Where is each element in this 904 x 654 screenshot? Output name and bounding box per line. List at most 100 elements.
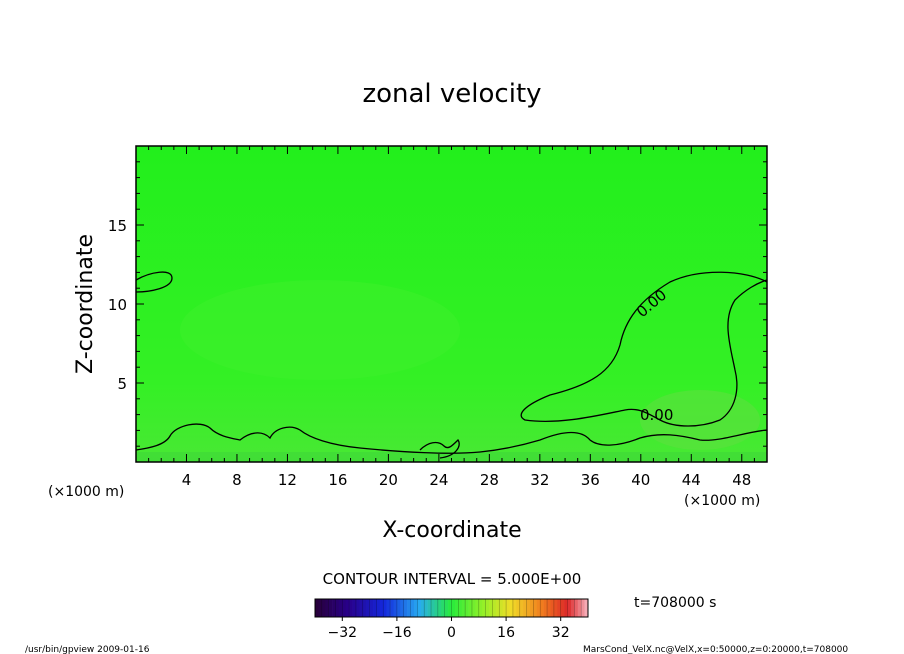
colorbar-cell [390, 599, 394, 617]
colorbar-cell [547, 599, 551, 617]
colorbar-tick-label: −32 [328, 625, 358, 641]
colorbar-cell [512, 599, 517, 617]
colorbar-cell [519, 599, 524, 617]
footer-right: MarsCond_VelX.nc@VelX,x=0:50000,z=0:2000… [583, 645, 848, 654]
field-patch [180, 280, 460, 380]
colorbar-cell [434, 599, 439, 617]
colorbar-cell [553, 599, 558, 617]
y-axis-label: Z-coordinate [73, 234, 98, 374]
colorbar-cell [355, 599, 360, 617]
colorbar-cell [359, 599, 364, 617]
colorbar-tick-label: 16 [497, 625, 515, 641]
colorbar-cell [543, 599, 548, 617]
colorbar-cell [529, 599, 534, 617]
contour-line [419, 438, 460, 459]
colorbar-cell [485, 599, 490, 617]
colorbar-cell [396, 599, 401, 617]
colorbar-cell [386, 599, 391, 617]
x-tick-label: 44 [682, 471, 701, 489]
colorbar-cell [478, 599, 483, 617]
colorbar-cell [577, 599, 582, 617]
colorbar-cell [315, 599, 319, 617]
colorbar-cell [550, 599, 555, 617]
colorbar-cell [506, 599, 510, 617]
colorbar-cell [413, 599, 418, 617]
colorbar-cell [366, 599, 370, 617]
colorbar-cell [471, 599, 476, 617]
colorbar-cell [431, 599, 435, 617]
y-tick-label: 10 [108, 296, 127, 314]
y-tick-label: 15 [108, 217, 127, 235]
colorbar-cell [376, 599, 381, 617]
x-unit-left: (×1000 m) [48, 484, 124, 500]
colorbar-cell [335, 599, 340, 617]
colorbar-cell [564, 599, 568, 617]
colorbar-cell [509, 599, 514, 617]
colorbar-tick-label: −16 [382, 625, 412, 641]
colorbar-cell [557, 599, 561, 617]
colorbar-cell [328, 599, 333, 617]
x-tick-label: 16 [328, 471, 347, 489]
colorbar-cell [523, 599, 527, 617]
colorbar-cell [352, 599, 357, 617]
colorbar-cell [403, 599, 408, 617]
colorbar-cell [410, 599, 415, 617]
x-tick-label: 20 [379, 471, 398, 489]
colorbar-cell [424, 599, 428, 617]
colorbar-cell [581, 599, 585, 617]
contour-lines [135, 271, 768, 459]
colorbar-cell [332, 599, 336, 617]
x-axis-ticks: 4 8 12 16 20 24 28 32 36 40 44 48 [148, 146, 755, 489]
colorbar-cell [393, 599, 398, 617]
colorbar-cell [400, 599, 405, 617]
colorbar-cell [502, 599, 507, 617]
colorbar-cell [482, 599, 486, 617]
colorbar-cell [536, 599, 541, 617]
x-tick-label: 12 [278, 471, 297, 489]
plot-area: 0.00 0.00 [135, 145, 768, 463]
colorbar-cell [318, 599, 323, 617]
colorbar-cell [451, 599, 456, 617]
colorbar-cell [369, 599, 374, 617]
colorbar-cell [584, 599, 589, 617]
x-tick-label: 36 [581, 471, 600, 489]
x-tick-label: 24 [429, 471, 448, 489]
chart-title: zonal velocity [362, 79, 541, 109]
x-tick-label: 40 [631, 471, 650, 489]
colorbar-cell [567, 599, 572, 617]
colorbar-cell [516, 599, 521, 617]
surface-band [136, 452, 767, 462]
x-tick-label: 4 [182, 471, 192, 489]
colorbar [314, 599, 589, 617]
colorbar-cell [345, 599, 350, 617]
y-tick-label: 5 [117, 375, 127, 393]
colorbar-cell [574, 599, 579, 617]
x-tick-label: 8 [232, 471, 242, 489]
contour-line [135, 271, 173, 293]
colorbar-cell [526, 599, 531, 617]
x-unit-right: (×1000 m) [684, 493, 760, 509]
colorbar-cell [441, 599, 445, 617]
contour-label: 0.00 [640, 406, 673, 424]
time-label: t=708000 s [634, 595, 716, 611]
colorbar-cell [338, 599, 343, 617]
colorbar-cell [489, 599, 493, 617]
colorbar-cell [407, 599, 411, 617]
y-axis-ticks: 5 10 15 [108, 161, 767, 447]
colorbar-cell [437, 599, 442, 617]
colorbar-cell [325, 599, 329, 617]
contour-line [520, 271, 768, 427]
colorbar-cell [420, 599, 425, 617]
x-tick-label: 28 [480, 471, 499, 489]
colorbar-cell [342, 599, 347, 617]
colorbar-tick-label: 0 [447, 625, 456, 641]
colorbar-cell [475, 599, 480, 617]
colorbar-cell [495, 599, 500, 617]
colorbar-cell [465, 599, 469, 617]
colorbar-cell [444, 599, 449, 617]
colorbar-cell [468, 599, 473, 617]
colorbar-cell [492, 599, 497, 617]
colorbar-cell [454, 599, 459, 617]
x-tick-label: 32 [530, 471, 549, 489]
